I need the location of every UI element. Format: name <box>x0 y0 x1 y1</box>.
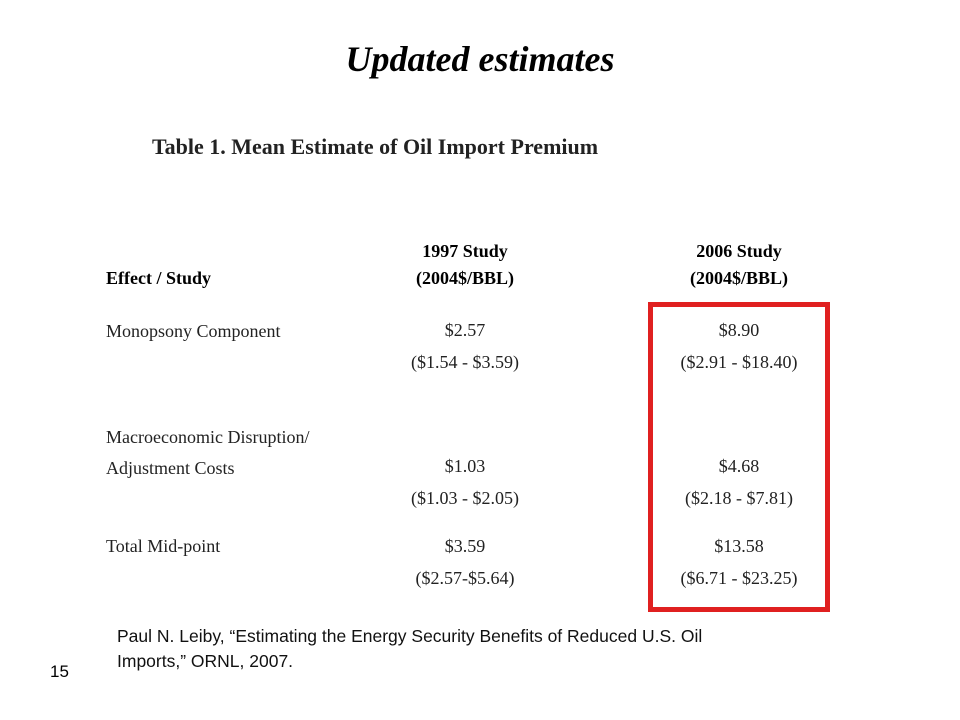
column-header-2006-title: 2006 Study <box>696 241 782 261</box>
slide-number: 15 <box>50 662 69 681</box>
table-cell: $4.68 ($2.18 - $7.81) <box>652 450 826 514</box>
value-2006-range: ($2.91 - $18.40) <box>680 352 798 372</box>
row-label-total: Total Mid-point <box>106 536 221 556</box>
value-2006-mean: $13.58 <box>714 536 764 556</box>
citation-line: Paul N. Leiby, “Estimating the Energy Se… <box>117 626 703 646</box>
value-1997-range: ($1.03 - $2.05) <box>411 488 519 508</box>
table-cell: $8.90 ($2.91 - $18.40) <box>652 314 826 378</box>
slide-title: Updated estimates <box>345 39 615 79</box>
row-label-macroeconomic: Macroeconomic Disruption/ Adjustment Cos… <box>106 422 309 484</box>
column-header-2006: 2006 Study (2004$/BBL) <box>652 238 826 292</box>
value-2006-range: ($2.18 - $7.81) <box>685 488 793 508</box>
value-2006-mean: $8.90 <box>718 320 760 340</box>
value-1997-mean: $1.03 <box>444 456 486 476</box>
column-header-2006-unit: (2004$/BBL) <box>689 268 788 288</box>
table-cell: $2.57 ($1.54 - $3.59) <box>380 314 550 378</box>
citation-line: Imports,” ORNL, 2007. <box>117 651 294 671</box>
table-cell: $1.03 ($1.03 - $2.05) <box>380 450 550 514</box>
highlight-box <box>648 302 830 612</box>
value-1997-mean: $3.59 <box>444 536 486 556</box>
row-label-monopsony: Monopsony Component <box>106 321 281 341</box>
column-header-1997-title: 1997 Study <box>422 241 508 261</box>
value-1997-mean: $2.57 <box>444 320 486 340</box>
column-header-1997: 1997 Study (2004$/BBL) <box>380 238 550 292</box>
value-1997-range: ($2.57-$5.64) <box>415 568 515 588</box>
value-2006-mean: $4.68 <box>718 456 760 476</box>
table-caption: Table 1. Mean Estimate of Oil Import Pre… <box>152 134 599 159</box>
citation: Paul N. Leiby, “Estimating the Energy Se… <box>117 624 877 674</box>
table-cell: $3.59 ($2.57-$5.64) <box>380 530 550 594</box>
value-2006-range: ($6.71 - $23.25) <box>680 568 798 588</box>
column-header-1997-unit: (2004$/BBL) <box>415 268 514 288</box>
row-label-line: Macroeconomic Disruption/ <box>106 427 310 447</box>
row-label-line: Adjustment Costs <box>106 458 235 478</box>
row-header-label: Effect / Study <box>106 268 211 288</box>
value-1997-range: ($1.54 - $3.59) <box>411 352 519 372</box>
table-cell: $13.58 ($6.71 - $23.25) <box>652 530 826 594</box>
